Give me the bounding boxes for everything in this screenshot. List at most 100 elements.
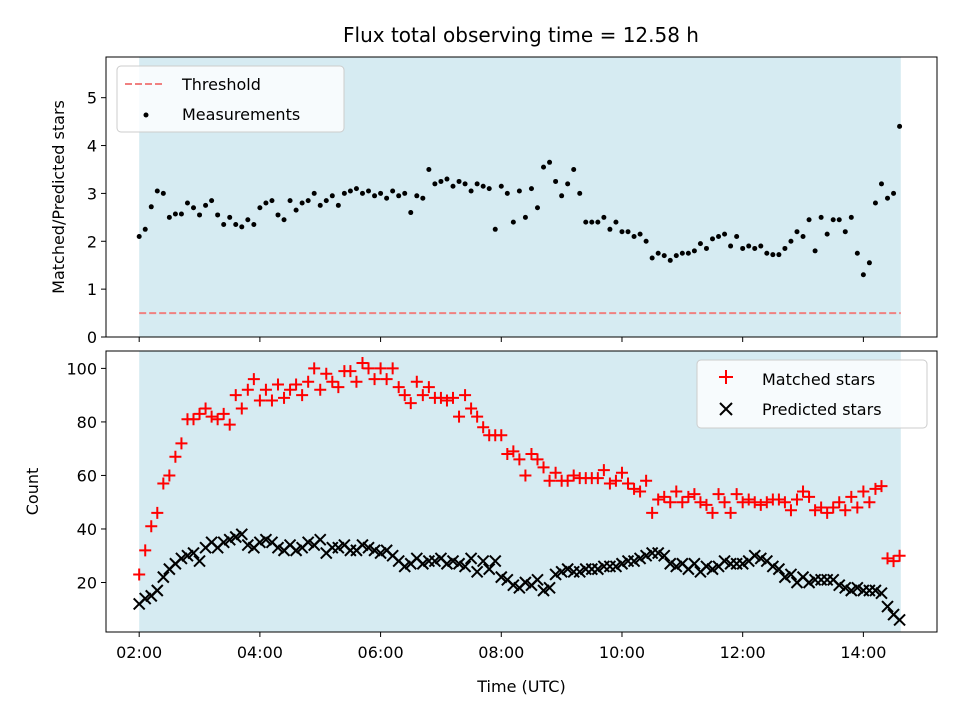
measurement-point bbox=[571, 167, 576, 172]
measurement-point bbox=[239, 224, 244, 229]
measurement-point bbox=[426, 167, 431, 172]
measurement-point bbox=[644, 239, 649, 244]
measurement-point bbox=[607, 227, 612, 232]
top-y-tick-label: 2 bbox=[87, 232, 97, 251]
top-y-tick-label: 0 bbox=[87, 328, 97, 347]
bottom-legend: Matched stars Predicted stars bbox=[697, 360, 927, 428]
measurement-point bbox=[143, 227, 148, 232]
measurement-point bbox=[764, 251, 769, 256]
measurement-point bbox=[668, 258, 673, 263]
measurement-point bbox=[282, 217, 287, 222]
measurement-point bbox=[722, 232, 727, 237]
measurement-point bbox=[336, 203, 341, 208]
measurement-point bbox=[698, 241, 703, 246]
measurement-point bbox=[167, 215, 172, 220]
measurement-point bbox=[565, 181, 570, 186]
measurement-point bbox=[227, 215, 232, 220]
measurement-point bbox=[650, 256, 655, 261]
measurement-point bbox=[414, 193, 419, 198]
measurement-point bbox=[469, 189, 474, 194]
measurement-point bbox=[613, 220, 618, 225]
measurement-point bbox=[547, 160, 552, 165]
measurement-point bbox=[481, 184, 486, 189]
measurement-point bbox=[897, 124, 902, 129]
measurement-point bbox=[535, 205, 540, 210]
measurement-point bbox=[457, 179, 462, 184]
measurement-point bbox=[137, 234, 142, 239]
measurement-point bbox=[776, 252, 781, 257]
measurement-point bbox=[891, 191, 896, 196]
legend-threshold-label: Threshold bbox=[181, 75, 261, 94]
bottom-y-tick-label: 80 bbox=[77, 413, 97, 432]
measurement-point bbox=[209, 198, 214, 203]
measurement-point bbox=[577, 191, 582, 196]
measurement-point bbox=[770, 252, 775, 257]
top-panel: 012345 Matched/Predicted stars Threshold… bbox=[49, 57, 937, 347]
measurement-point bbox=[360, 191, 365, 196]
measurement-point bbox=[203, 203, 208, 208]
bottom-x-tick-label: 04:00 bbox=[237, 643, 283, 662]
measurement-point bbox=[583, 220, 588, 225]
measurement-point bbox=[149, 204, 154, 209]
measurement-point bbox=[801, 234, 806, 239]
measurement-point bbox=[408, 210, 413, 215]
bottom-x-axis: 02:00 04:00 06:00 08:00 10:00 12:00 14:00 bbox=[116, 632, 886, 662]
top-y-axis: 012345 bbox=[87, 89, 106, 347]
measurement-point bbox=[420, 196, 425, 201]
measurement-point bbox=[843, 229, 848, 234]
bottom-panel: 20406080100 02:00 04:00 06:00 08:00 10:00 12:… bbox=[23, 351, 937, 696]
measurement-point bbox=[402, 191, 407, 196]
bottom-x-tick-label: 06:00 bbox=[358, 643, 404, 662]
measurement-point bbox=[740, 246, 745, 251]
measurement-point bbox=[432, 181, 437, 186]
legend-predicted-label: Predicted stars bbox=[762, 400, 882, 419]
measurement-point bbox=[233, 222, 238, 227]
measurement-point bbox=[378, 191, 383, 196]
measurement-point bbox=[245, 217, 250, 222]
legend-measurements-swatch bbox=[144, 113, 149, 118]
measurement-point bbox=[487, 186, 492, 191]
measurement-point bbox=[221, 222, 226, 227]
measurement-point bbox=[215, 212, 220, 217]
measurement-point bbox=[686, 251, 691, 256]
measurement-point bbox=[662, 253, 667, 258]
measurement-point bbox=[807, 217, 812, 222]
measurement-point bbox=[511, 220, 516, 225]
measurement-point bbox=[493, 227, 498, 232]
measurement-point bbox=[475, 181, 480, 186]
measurement-point bbox=[601, 215, 606, 220]
measurement-point bbox=[752, 246, 757, 251]
top-y-axis-label: Matched/Predicted stars bbox=[49, 100, 68, 294]
measurement-point bbox=[867, 260, 872, 265]
measurement-point bbox=[674, 253, 679, 258]
measurement-point bbox=[318, 203, 323, 208]
measurement-point bbox=[348, 189, 353, 194]
measurement-point bbox=[837, 217, 842, 222]
measurement-point bbox=[541, 165, 546, 170]
measurement-point bbox=[704, 246, 709, 251]
measurement-point bbox=[324, 198, 329, 203]
bottom-y-tick-label: 40 bbox=[77, 520, 97, 539]
measurement-point bbox=[288, 198, 293, 203]
top-y-tick-label: 3 bbox=[87, 184, 97, 203]
measurement-point bbox=[330, 193, 335, 198]
bottom-x-tick-label: 14:00 bbox=[840, 643, 886, 662]
measurement-point bbox=[819, 215, 824, 220]
measurement-point bbox=[155, 189, 160, 194]
measurement-point bbox=[813, 248, 818, 253]
measurement-point bbox=[179, 211, 184, 216]
measurement-point bbox=[855, 251, 860, 256]
measurement-point bbox=[312, 191, 317, 196]
measurement-point bbox=[626, 229, 631, 234]
measurement-point bbox=[885, 196, 890, 201]
bottom-x-tick-label: 08:00 bbox=[478, 643, 524, 662]
measurement-point bbox=[197, 212, 202, 217]
measurement-point bbox=[505, 191, 510, 196]
measurement-point bbox=[595, 220, 600, 225]
measurement-point bbox=[849, 215, 854, 220]
bottom-x-tick-label: 10:00 bbox=[599, 643, 645, 662]
measurement-point bbox=[354, 186, 359, 191]
measurement-point bbox=[161, 191, 166, 196]
measurement-point bbox=[517, 189, 522, 194]
bottom-y-tick-label: 100 bbox=[66, 359, 97, 378]
